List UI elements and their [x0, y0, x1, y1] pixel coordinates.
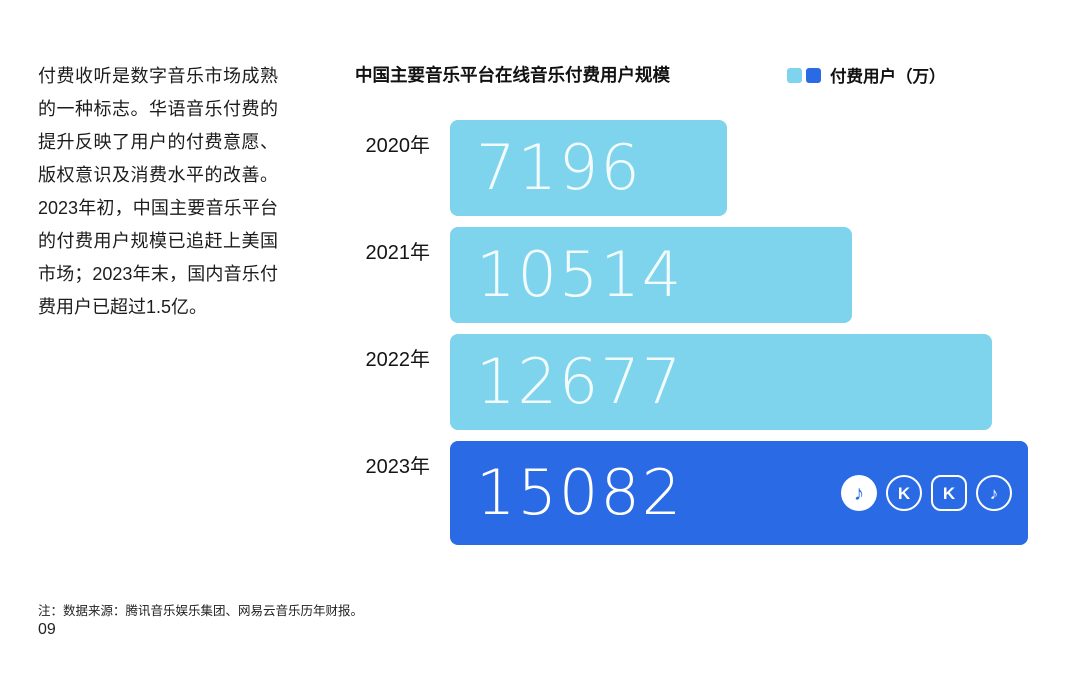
legend-swatch-light	[787, 67, 802, 83]
platform-icons: ♪ K K ♪	[841, 475, 1012, 511]
bar-value: 10514	[476, 238, 684, 311]
chart-legend: 付费用户（万）	[787, 63, 946, 87]
bar-row-2021: 2021年 10514	[352, 227, 1028, 323]
bar-value: 12677	[476, 345, 684, 418]
data-source-note: 注：数据来源：腾讯音乐娱乐集团、网易云音乐历年财报。	[38, 604, 364, 618]
bar-row-2020: 2020年 7196	[352, 120, 1028, 216]
legend-swatch-dark	[806, 67, 821, 83]
bar-2020: 7196	[450, 120, 727, 216]
bar-chart: 2020年 7196 2021年 10514 2022年 12677	[352, 120, 1028, 545]
kuwo-icon: K	[931, 475, 967, 511]
year-label: 2020年	[365, 135, 431, 157]
bar-value: 7196	[476, 131, 642, 204]
kugou-icon: K	[886, 475, 922, 511]
qq-music-icon: ♪	[841, 475, 877, 511]
bar-2022: 12677	[450, 334, 993, 430]
netease-cloud-music-icon: ♪	[976, 475, 1012, 511]
bar-row-2023: 2023年 15082 ♪ K K ♪	[352, 441, 1028, 545]
bar-2021: 10514	[450, 227, 853, 323]
intro-paragraph: 付费收听是数字音乐市场成熟的一种标志。华语音乐付费的提升反映了用户的付费意愿、版…	[38, 66, 278, 317]
year-label: 2021年	[365, 242, 431, 264]
chart-title: 中国主要音乐平台在线音乐付费用户规模	[355, 65, 670, 85]
bar-value: 15082	[476, 456, 684, 529]
bar-row-2022: 2022年 12677	[352, 334, 1028, 430]
bar-2023: 15082 ♪ K K ♪	[450, 441, 1028, 545]
legend-label: 付费用户（万）	[830, 68, 946, 86]
page-number: 09	[38, 621, 56, 638]
year-label: 2023年	[365, 456, 431, 478]
year-label: 2022年	[365, 349, 431, 371]
